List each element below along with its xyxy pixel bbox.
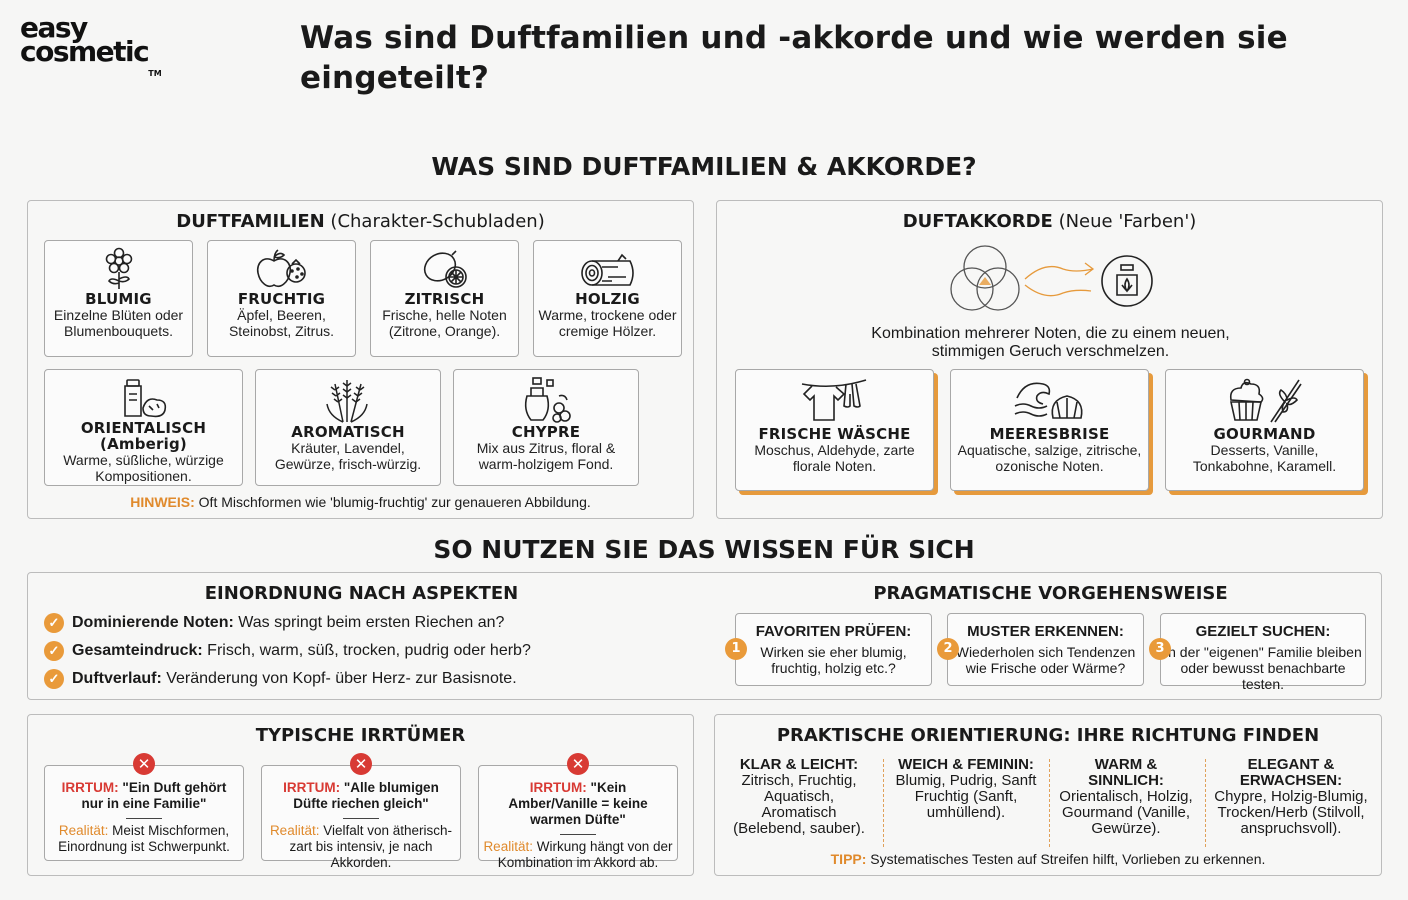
flower-icon bbox=[105, 247, 132, 289]
pragmatic-title: PRAGMATISCHE VORGEHENSWEISE bbox=[873, 583, 1228, 604]
error-x-icon: ✕ bbox=[567, 753, 589, 775]
accord-desc: Moschus, Aldehyde, zarte florale Noten. bbox=[754, 442, 915, 474]
wood-log-icon bbox=[580, 253, 634, 286]
step-desc: In der "eigenen" Familie bleiben oder be… bbox=[1164, 644, 1362, 692]
step-card-gezielt[interactable]: GEZIELT SUCHEN: In der "eigenen" Familie… bbox=[1160, 613, 1366, 692]
family-desc: Mix aus Zitrus, floral & warm-holzigem F… bbox=[476, 440, 616, 472]
step-name: GEZIELT SUCHEN: bbox=[1195, 623, 1331, 640]
step-number-badge: 2 bbox=[937, 638, 959, 660]
orientation-panel: PRAKTISCHE ORIENTIERUNG: IHRE RICHTUNG F… bbox=[714, 714, 1382, 876]
page-title: Was sind Duftfamilien und -akkorde und w… bbox=[300, 20, 1288, 96]
family-name: AROMATISCH bbox=[291, 423, 405, 441]
myths-title: TYPISCHE IRRTÜMER bbox=[255, 725, 466, 746]
myth-card: IRRTUM: "Alle blumigen Düfte riechen gle… bbox=[261, 765, 461, 870]
error-x-icon: ✕ bbox=[350, 753, 372, 775]
section-title-what: WAS SIND DUFTFAMILIEN & AKKORDE? bbox=[431, 152, 977, 181]
spice-jar-icon bbox=[123, 379, 166, 418]
step-number-badge: 1 bbox=[725, 638, 747, 660]
error-x-icon: ✕ bbox=[133, 753, 155, 775]
myth-card: IRRTUM: "Kein Amber/Vanille = keine warm… bbox=[478, 765, 678, 870]
brand-line2: cosmeticTM bbox=[20, 35, 162, 79]
lemon-icon bbox=[423, 250, 467, 288]
accord-desc: Aquatische, salzige, zitrische, ozonisch… bbox=[957, 442, 1142, 474]
family-card-zitrisch[interactable]: ZITRISCH Frische, helle Noten (Zitrone, … bbox=[370, 240, 519, 357]
myth-card: IRRTUM: "Ein Duft gehört nur in eine Fam… bbox=[44, 765, 244, 861]
families-panel: DUFTFAMILIEN (Charakter-Schubladen) BLUM… bbox=[27, 200, 694, 519]
cupcake-vanilla-icon bbox=[1229, 378, 1302, 423]
aspects-title: EINORDNUNG NACH ASPEKTEN bbox=[204, 583, 519, 604]
family-name: ZITRISCH bbox=[404, 290, 485, 308]
accord-name: FRISCHE WÄSCHE bbox=[758, 425, 911, 443]
check-icon: ✓ bbox=[44, 641, 64, 661]
orientation-tip: TIPP: Systematisches Testen auf Streifen… bbox=[830, 851, 1266, 867]
myths-panel: TYPISCHE IRRTÜMER IRRTUM: "Ein Duft gehö… bbox=[27, 714, 694, 876]
accords-panel: DUFTAKKORDE (Neue 'Farben') Kombination … bbox=[716, 200, 1383, 519]
accords-description: Kombination mehrerer Noten, die zu einem… bbox=[871, 325, 1230, 360]
brand-logo[interactable]: easy cosmeticTM bbox=[20, 11, 162, 79]
column-divider bbox=[883, 759, 884, 847]
step-name: FAVORITEN PRÜFEN: bbox=[755, 623, 912, 640]
family-card-blumig[interactable]: BLUMIG Einzelne Blüten oder Blumenbouque… bbox=[44, 240, 193, 357]
family-desc: Kräuter, Lavendel, Gewürze, frisch-würzi… bbox=[274, 440, 422, 472]
family-name: BLUMIG bbox=[85, 290, 152, 308]
column-divider bbox=[1205, 759, 1206, 847]
family-name: HOLZIG bbox=[575, 290, 640, 308]
family-name: FRUCHTIG bbox=[237, 290, 326, 308]
section-title-use: SO NUTZEN SIE DAS WISSEN FÜR SICH bbox=[433, 535, 975, 564]
accord-card-gourmand[interactable]: GOURMAND Desserts, Vanille, Tonkabohne, … bbox=[1165, 369, 1364, 491]
accord-card-frische-waesche[interactable]: FRISCHE WÄSCHE Moschus, Aldehyde, zarte … bbox=[735, 369, 934, 491]
orientation-column: WEICH & FEMININ: Blumig, Pudrig, Sanft F… bbox=[895, 756, 1037, 821]
perfume-bottle-icon bbox=[524, 377, 571, 423]
aspect-item: ✓ Gesamteindruck: Frisch, warm, süß, tro… bbox=[44, 641, 531, 661]
accord-blend-diagram bbox=[950, 245, 1153, 311]
aspect-item: ✓ Duftverlauf: Veränderung von Kopf- übe… bbox=[44, 669, 517, 689]
orientation-column: KLAR & LEICHT: Zitrisch, Fruchtig, Aquat… bbox=[733, 756, 865, 837]
step-name: MUSTER ERKENNEN: bbox=[967, 623, 1124, 640]
lavender-icon bbox=[326, 380, 368, 423]
step-desc: Wirken sie eher blumig, fruchtig, holzig… bbox=[760, 644, 907, 676]
family-desc: Warme, trockene oder cremige Hölzer. bbox=[538, 307, 677, 339]
families-hint: HINWEIS: Oft Mischformen wie 'blumig-fru… bbox=[130, 494, 591, 510]
accord-desc: Desserts, Vanille, Tonkabohne, Karamell. bbox=[1192, 442, 1337, 474]
step-number-badge: 3 bbox=[1149, 638, 1171, 660]
family-card-fruchtig[interactable]: FRUCHTIG Äpfel, Beeren, Steinobst, Zitru… bbox=[207, 240, 356, 357]
family-desc: Warme, süßliche, würzige Kompositionen. bbox=[63, 452, 224, 484]
step-card-muster[interactable]: MUSTER ERKENNEN: Wiederholen sich Tenden… bbox=[947, 613, 1144, 686]
fruit-icon bbox=[256, 249, 306, 288]
laundry-icon bbox=[801, 379, 866, 421]
orientation-title: PRAKTISCHE ORIENTIERUNG: IHRE RICHTUNG F… bbox=[776, 725, 1320, 746]
family-name: CHYPRE bbox=[511, 423, 581, 441]
accord-name: GOURMAND bbox=[1213, 425, 1316, 443]
family-name: ORIENTALISCH (Amberig) bbox=[80, 419, 207, 453]
column-divider bbox=[1049, 759, 1050, 847]
families-title: DUFTFAMILIEN (Charakter-Schubladen) bbox=[176, 211, 545, 232]
step-desc: Wiederholen sich Tendenzen wie Frische o… bbox=[955, 644, 1136, 676]
brand-line1: easy bbox=[20, 11, 88, 44]
family-card-orientalisch[interactable]: ORIENTALISCH (Amberig) Warme, süßliche, … bbox=[44, 369, 243, 486]
family-card-chypre[interactable]: CHYPRE Mix aus Zitrus, floral & warm-hol… bbox=[453, 369, 639, 486]
orientation-column: ELEGANT & ERWACHSEN: Chypre, Holzig-Blum… bbox=[1214, 756, 1368, 837]
accord-card-meeresbrise[interactable]: MEERESBRISE Aquatische, salzige, zitrisc… bbox=[950, 369, 1149, 491]
family-card-aromatisch[interactable]: AROMATISCH Kräuter, Lavendel, Gewürze, f… bbox=[255, 369, 441, 486]
aspect-item: ✓ Dominierende Noten: Was springt beim e… bbox=[44, 613, 504, 633]
check-icon: ✓ bbox=[44, 613, 64, 633]
family-card-holzig[interactable]: HOLZIG Warme, trockene oder cremige Hölz… bbox=[533, 240, 682, 357]
orientation-column: WARM & SINNLICH: Orientalisch, Holzig, G… bbox=[1059, 756, 1193, 837]
accord-name: MEERESBRISE bbox=[989, 425, 1110, 443]
wave-shell-icon bbox=[1014, 382, 1082, 419]
usage-panel: EINORDNUNG NACH ASPEKTEN ✓ Dominierende … bbox=[27, 572, 1382, 700]
step-card-favoriten[interactable]: FAVORITEN PRÜFEN: Wirken sie eher blumig… bbox=[735, 613, 932, 686]
check-icon: ✓ bbox=[44, 669, 64, 689]
family-desc: Frische, helle Noten (Zitrone, Orange). bbox=[382, 307, 507, 339]
family-desc: Einzelne Blüten oder Blumenbouquets. bbox=[53, 307, 184, 339]
family-desc: Äpfel, Beeren, Steinobst, Zitrus. bbox=[228, 307, 335, 339]
accords-title: DUFTAKKORDE (Neue 'Farben') bbox=[902, 211, 1197, 232]
